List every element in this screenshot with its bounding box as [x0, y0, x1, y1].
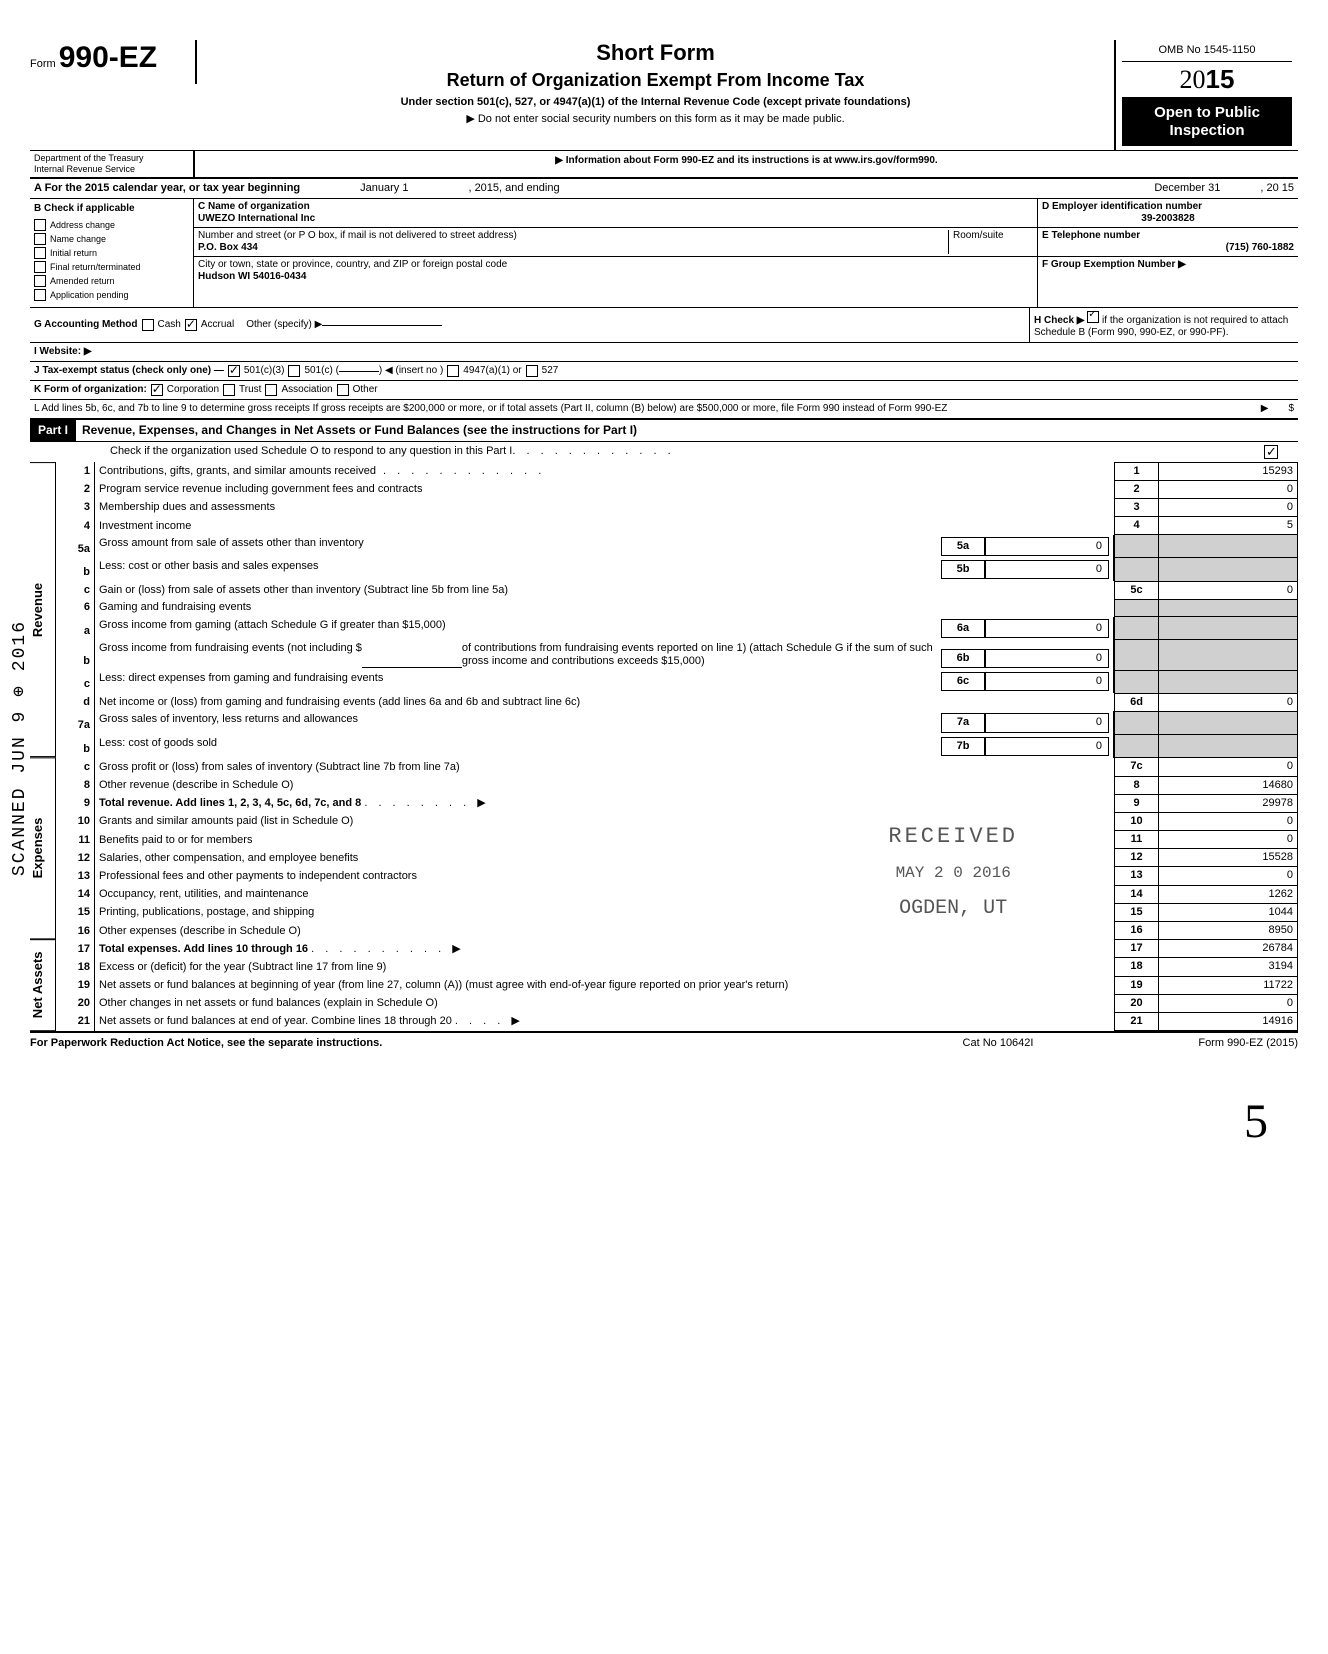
chk-schedule-o[interactable] [1264, 445, 1278, 459]
return-title: Return of Organization Exempt From Incom… [217, 70, 1094, 92]
open-public: Open to Public Inspection [1122, 98, 1292, 146]
val-1: 15293 [1159, 462, 1298, 480]
subtitle: Under section 501(c), 527, or 4947(a)(1)… [217, 96, 1094, 109]
c-addr-lbl: Number and street (or P O box, if mail i… [198, 230, 517, 241]
k-lbl: K Form of organization: [34, 384, 147, 396]
chk-initial[interactable] [34, 247, 46, 259]
short-form-title: Short Form [217, 40, 1094, 66]
chk-amended[interactable] [34, 275, 46, 287]
footer-cat: Cat No 10642I [898, 1037, 1098, 1050]
val-16: 8950 [1159, 922, 1298, 940]
val-15: 1044 [1159, 903, 1298, 921]
end-year: , 20 15 [1260, 182, 1294, 195]
org-addr: P.O. Box 434 [198, 242, 258, 253]
footer-form: Form 990-EZ (2015) [1098, 1037, 1298, 1050]
f-group-lbl: F Group Exemption Number ▶ [1042, 259, 1186, 270]
form-prefix: Form [30, 58, 56, 70]
val-11: 0 [1159, 831, 1298, 849]
mid-text: , 2015, and ending [468, 182, 559, 195]
c-name-lbl: C Name of organization [198, 201, 310, 212]
footer-notice: For Paperwork Reduction Act Notice, see … [30, 1037, 898, 1050]
e-phone-lbl: E Telephone number [1042, 230, 1140, 241]
val-12: 15528 [1159, 849, 1298, 867]
side-expenses: Expenses [30, 757, 56, 939]
val-4: 5 [1159, 517, 1298, 535]
section-a-label: A For the 2015 calendar year, or tax yea… [34, 182, 300, 195]
val-3: 0 [1159, 498, 1298, 516]
chk-schedule-b[interactable]: ✓ [1087, 311, 1099, 323]
org-name: UWEZO International Inc [198, 213, 315, 224]
dept-treasury: Department of the TreasuryInternal Reven… [30, 151, 195, 177]
val-18: 3194 [1159, 958, 1298, 976]
chk-accrual[interactable] [185, 319, 197, 331]
scanned-stamp: SCANNED JUN 9 ⊕ 2016 [10, 620, 32, 876]
phone-val: (715) 760-1882 [1042, 242, 1294, 254]
tax-year: 2015 [1122, 62, 1292, 98]
part1-hdr: Part I [30, 420, 76, 440]
val-5c: 0 [1159, 581, 1298, 599]
chk-trust[interactable] [223, 384, 235, 396]
val-6d: 0 [1159, 693, 1298, 711]
info-note: ▶ Information about Form 990-EZ and its … [195, 151, 1298, 177]
ein-val: 39-2003828 [1042, 213, 1294, 225]
chk-other[interactable] [337, 384, 349, 396]
page-number: 5 [1244, 1093, 1268, 1151]
part1-check-txt: Check if the organization used Schedule … [110, 445, 512, 459]
i-website: I Website: ▶ [34, 346, 92, 358]
val-10: 0 [1159, 812, 1298, 830]
chk-501c[interactable] [288, 365, 300, 377]
val-14: 1262 [1159, 885, 1298, 903]
begin-date: January 1 [360, 182, 408, 195]
end-date: December 31 [1154, 182, 1220, 195]
room-lbl: Room/suite [948, 230, 1033, 254]
omb-number: OMB No 1545-1150 [1122, 44, 1292, 62]
chk-assoc[interactable] [265, 384, 277, 396]
section-b-hdr: B Check if applicable [34, 203, 189, 215]
chk-527[interactable] [526, 365, 538, 377]
val-20: 0 [1159, 994, 1298, 1012]
chk-address[interactable] [34, 219, 46, 231]
part1-title: Revenue, Expenses, and Changes in Net As… [76, 420, 643, 440]
val-9: 29978 [1159, 794, 1298, 812]
val-21: 14916 [1159, 1012, 1298, 1030]
chk-501c3[interactable] [228, 365, 240, 377]
chk-cash[interactable] [142, 319, 154, 331]
form-number: 990-EZ [59, 41, 157, 74]
side-revenue: Revenue [30, 462, 56, 757]
chk-4947[interactable] [447, 365, 459, 377]
g-lbl: G Accounting Method [34, 319, 138, 331]
val-19: 11722 [1159, 976, 1298, 994]
chk-pending[interactable] [34, 289, 46, 301]
org-city: Hudson WI 54016-0434 [198, 271, 306, 282]
val-7c: 0 [1159, 758, 1298, 776]
note-ssn: ▶ Do not enter social security numbers o… [217, 113, 1094, 126]
val-17: 26784 [1159, 940, 1298, 958]
j-lbl: J Tax-exempt status (check only one) — [34, 365, 224, 377]
h-lbl: H Check ▶ [1034, 315, 1084, 326]
chk-name[interactable] [34, 233, 46, 245]
chk-final[interactable] [34, 261, 46, 273]
d-ein-lbl: D Employer identification number [1042, 201, 1202, 212]
val-13: 0 [1159, 867, 1298, 885]
val-2: 0 [1159, 480, 1298, 498]
val-8: 14680 [1159, 776, 1298, 794]
c-city-lbl: City or town, state or province, country… [198, 259, 507, 270]
side-netassets: Net Assets [30, 939, 56, 1031]
l-txt: L Add lines 5b, 6c, and 7b to line 9 to … [34, 403, 1261, 415]
chk-corp[interactable] [151, 384, 163, 396]
